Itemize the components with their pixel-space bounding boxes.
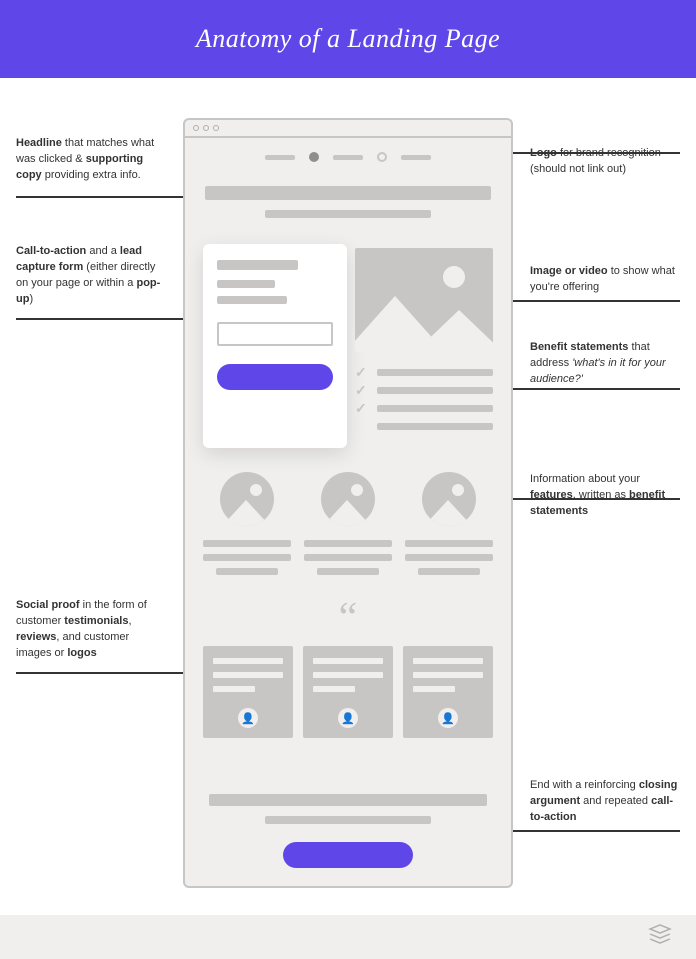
benefit-row: ✓ (355, 418, 493, 435)
closing-cta-button-placeholder (283, 842, 413, 868)
feature-circle-icon (321, 472, 375, 526)
annotation-logo: Logo for brand recognition (should not l… (530, 146, 680, 178)
feature-line (304, 540, 392, 547)
nav-segment (401, 155, 431, 160)
avatar-icon: 👤 (338, 708, 358, 728)
brand-stack-icon (647, 922, 673, 952)
window-dot-icon (213, 125, 219, 131)
annotation-social: Social proof in the form of customer tes… (16, 598, 166, 662)
annotation-closing: End with a reinforcing closing argument … (530, 778, 680, 826)
benefit-line (377, 405, 493, 412)
mockup-testimonials-row: 👤 👤 👤 (203, 646, 493, 738)
avatar-icon: 👤 (438, 708, 458, 728)
avatar-icon: 👤 (238, 708, 258, 728)
connector-line (498, 388, 680, 390)
benefit-line (377, 423, 493, 430)
cta-button-placeholder (217, 364, 333, 390)
connector-line (16, 318, 200, 320)
cta-input-placeholder (217, 322, 333, 346)
connector-line (486, 830, 680, 832)
feature-item (203, 472, 291, 582)
feature-line (317, 568, 379, 575)
testimonial-card: 👤 (303, 646, 393, 738)
wireframe-mockup: ✓ ✓ ✓ ✓ (183, 118, 513, 888)
mockup-features-row (203, 472, 493, 582)
quote-icon: “ (185, 608, 511, 629)
footer-bar (0, 915, 696, 959)
nav-ring-icon (377, 152, 387, 162)
mockup-body: ✓ ✓ ✓ ✓ (185, 138, 511, 886)
benefit-row: ✓ (355, 400, 493, 417)
annotation-cta: Call-to-action and a lead capture form (… (16, 244, 166, 308)
image-sun-icon (443, 266, 465, 288)
check-icon: ✓ (355, 364, 367, 381)
feature-circle-icon (422, 472, 476, 526)
mockup-closing-subhead (265, 816, 431, 824)
mockup-closing-headline (209, 794, 487, 806)
benefit-row: ✓ (355, 364, 493, 381)
annotation-image: Image or video to show what you're offer… (530, 264, 680, 296)
connector-line (498, 498, 680, 500)
benefit-line (377, 369, 493, 376)
window-dot-icon (193, 125, 199, 131)
hero-banner: Anatomy of a Landing Page (0, 0, 696, 78)
testimonial-card: 👤 (203, 646, 293, 738)
connector-line (495, 300, 680, 302)
mockup-nav (185, 152, 511, 162)
nav-logo-icon (309, 152, 319, 162)
hero-title: Anatomy of a Landing Page (196, 24, 500, 54)
mockup-image-box (355, 248, 493, 352)
mockup-cta-card (203, 244, 347, 448)
annotation-benefit: Benefit statements that address 'what's … (530, 340, 680, 388)
nav-segment (333, 155, 363, 160)
mockup-subhead (265, 210, 431, 218)
feature-line (216, 568, 278, 575)
feature-line (203, 540, 291, 547)
testimonial-card: 👤 (403, 646, 493, 738)
cta-card-line (217, 296, 287, 304)
feature-line (405, 554, 493, 561)
infographic-canvas: Headline that matches what was clicked &… (0, 78, 696, 915)
feature-item (405, 472, 493, 582)
benefit-line (377, 387, 493, 394)
check-icon: ✓ (355, 382, 367, 399)
cta-card-line (217, 260, 298, 270)
check-icon: ✓ (355, 400, 367, 417)
feature-circle-icon (220, 472, 274, 526)
feature-line (418, 568, 480, 575)
benefit-row: ✓ (355, 382, 493, 399)
mockup-headline (205, 186, 491, 200)
feature-item (304, 472, 392, 582)
feature-line (304, 554, 392, 561)
feature-line (405, 540, 493, 547)
image-mountain-icon (415, 310, 493, 352)
window-dot-icon (203, 125, 209, 131)
annotation-headline: Headline that matches what was clicked &… (16, 136, 166, 184)
annotation-features: Information about your features, written… (530, 472, 680, 520)
feature-line (203, 554, 291, 561)
nav-segment (265, 155, 295, 160)
window-chrome (185, 120, 511, 138)
cta-card-line (217, 280, 275, 288)
